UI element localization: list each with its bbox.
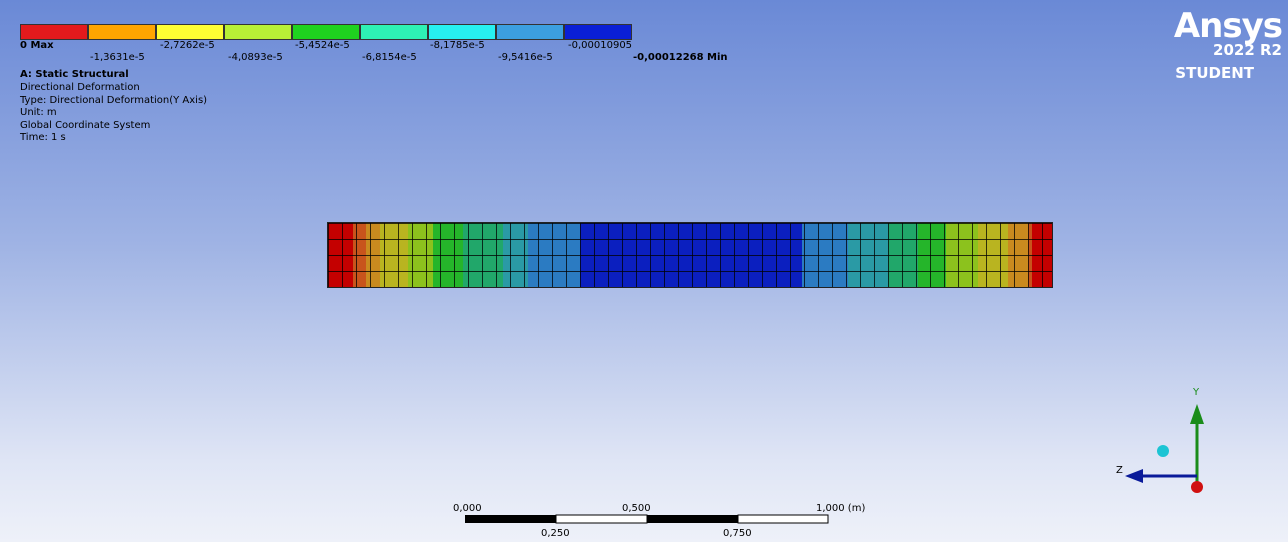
scale-label: 0,500 <box>622 503 651 515</box>
info-line: Type: Directional Deformation(Y Axis) <box>20 95 207 107</box>
legend-label: -9,5416e-5 <box>498 52 553 64</box>
legend-swatch <box>360 24 428 40</box>
legend-swatch <box>496 24 564 40</box>
viewport: A: Static Structural Ansys 2022 R2 STUDE… <box>0 0 1288 542</box>
legend-swatch <box>224 24 292 40</box>
legend-label: -6,8154e-5 <box>362 52 417 64</box>
scale-label: 0,000 <box>453 503 482 515</box>
scale-bar <box>465 515 828 523</box>
triad <box>1125 404 1204 493</box>
scale-label: 1,000 (m) <box>816 503 865 515</box>
scale-label: 0,750 <box>723 528 752 540</box>
legend-label: -2,7262e-5 <box>160 40 215 52</box>
legend-label: -5,4524e-5 <box>295 40 350 52</box>
legend-label: -0,00010905 <box>568 40 632 52</box>
info-line: Directional Deformation <box>20 82 140 94</box>
legend-swatch <box>88 24 156 40</box>
legend-label: -0,00012268 Min <box>633 52 728 64</box>
axis-label: Y <box>1193 387 1199 399</box>
axis-label: Z <box>1116 465 1123 477</box>
legend-label: -4,0893e-5 <box>228 52 283 64</box>
legend-swatch <box>428 24 496 40</box>
overlay <box>0 0 1288 542</box>
info-line: Unit: m <box>20 107 57 119</box>
info-line: Global Coordinate System <box>20 120 150 132</box>
legend-swatch <box>292 24 360 40</box>
legend-swatch <box>564 24 632 40</box>
legend-label: -8,1785e-5 <box>430 40 485 52</box>
legend-swatch <box>156 24 224 40</box>
scale-label: 0,250 <box>541 528 570 540</box>
info-line: Time: 1 s <box>20 132 66 144</box>
legend-label: 0 Max <box>20 40 54 52</box>
legend-label: -1,3631e-5 <box>90 52 145 64</box>
legend-swatch <box>20 24 88 40</box>
